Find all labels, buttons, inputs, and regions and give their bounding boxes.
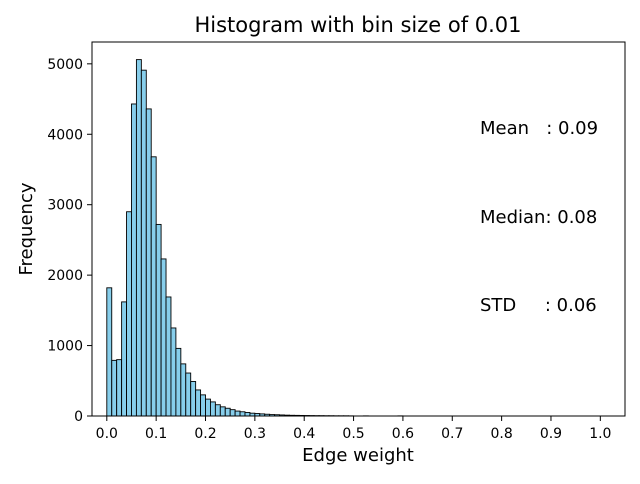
histogram-bar xyxy=(240,412,245,416)
histogram-bar xyxy=(156,224,161,416)
y-axis-label: Frequency xyxy=(16,182,37,275)
histogram-bar xyxy=(127,212,132,416)
histogram-bar xyxy=(161,259,166,416)
y-tick-label: 0 xyxy=(74,409,83,425)
x-tick-label: 0.4 xyxy=(293,426,315,442)
x-tick-label: 0.2 xyxy=(194,426,216,442)
chart-title: Histogram with bin size of 0.01 xyxy=(194,13,521,37)
histogram-bar xyxy=(220,407,225,416)
histogram-bar xyxy=(210,402,215,416)
stat-mean: Mean : 0.09 xyxy=(480,114,598,144)
histogram-bar xyxy=(107,288,112,416)
x-tick-label: 0.8 xyxy=(490,426,512,442)
y-tick-label: 4000 xyxy=(47,127,83,143)
stat-std: STD : 0.06 xyxy=(480,291,598,321)
histogram-bar xyxy=(196,390,201,416)
y-tick-label: 2000 xyxy=(47,268,83,284)
y-tick-label: 3000 xyxy=(47,198,83,214)
histogram-bar xyxy=(215,405,220,416)
x-tick-label: 0.3 xyxy=(244,426,266,442)
bars-group xyxy=(107,60,403,416)
histogram-bar xyxy=(117,360,122,416)
histogram-bar xyxy=(176,348,181,416)
histogram-bar xyxy=(131,104,136,416)
x-tick-label: 0.5 xyxy=(342,426,364,442)
x-tick-label: 0.6 xyxy=(392,426,414,442)
y-tick-label: 5000 xyxy=(47,57,83,73)
histogram-bar xyxy=(245,412,250,416)
x-axis-label: Edge weight xyxy=(302,445,414,466)
histogram-bar xyxy=(201,395,206,416)
histogram-bar xyxy=(191,381,196,416)
y-axis: 0 1000 2000 3000 4000 5000 xyxy=(47,57,92,425)
x-tick-label: 1.0 xyxy=(589,426,611,442)
histogram-bar xyxy=(181,364,186,416)
x-tick-label: 0.0 xyxy=(96,426,118,442)
x-tick-label: 0.9 xyxy=(540,426,562,442)
y-tick-label: 1000 xyxy=(47,339,83,355)
histogram-bar xyxy=(166,297,171,416)
histogram-bar xyxy=(151,157,156,416)
histogram-bar xyxy=(122,302,127,416)
histogram-bar xyxy=(230,410,235,416)
histogram-bar xyxy=(235,411,240,416)
histogram-bar xyxy=(206,399,211,416)
histogram-bar xyxy=(136,60,141,416)
histogram-bar xyxy=(171,328,176,416)
histogram-bar xyxy=(186,373,191,416)
histogram-bar xyxy=(225,408,230,416)
stat-median: Median: 0.08 xyxy=(480,203,598,233)
histogram-bar xyxy=(146,109,151,416)
x-axis: 0.0 0.1 0.2 0.3 0.4 0.5 0.6 0.7 0.8 0.9 1.0 xyxy=(96,416,612,442)
stats-annotation: Mean : 0.09 Median: 0.08 STD : 0.06 xyxy=(480,55,598,380)
histogram-bar xyxy=(112,360,117,416)
histogram-bar xyxy=(141,70,146,416)
x-tick-label: 0.1 xyxy=(145,426,167,442)
x-tick-label: 0.7 xyxy=(441,426,463,442)
